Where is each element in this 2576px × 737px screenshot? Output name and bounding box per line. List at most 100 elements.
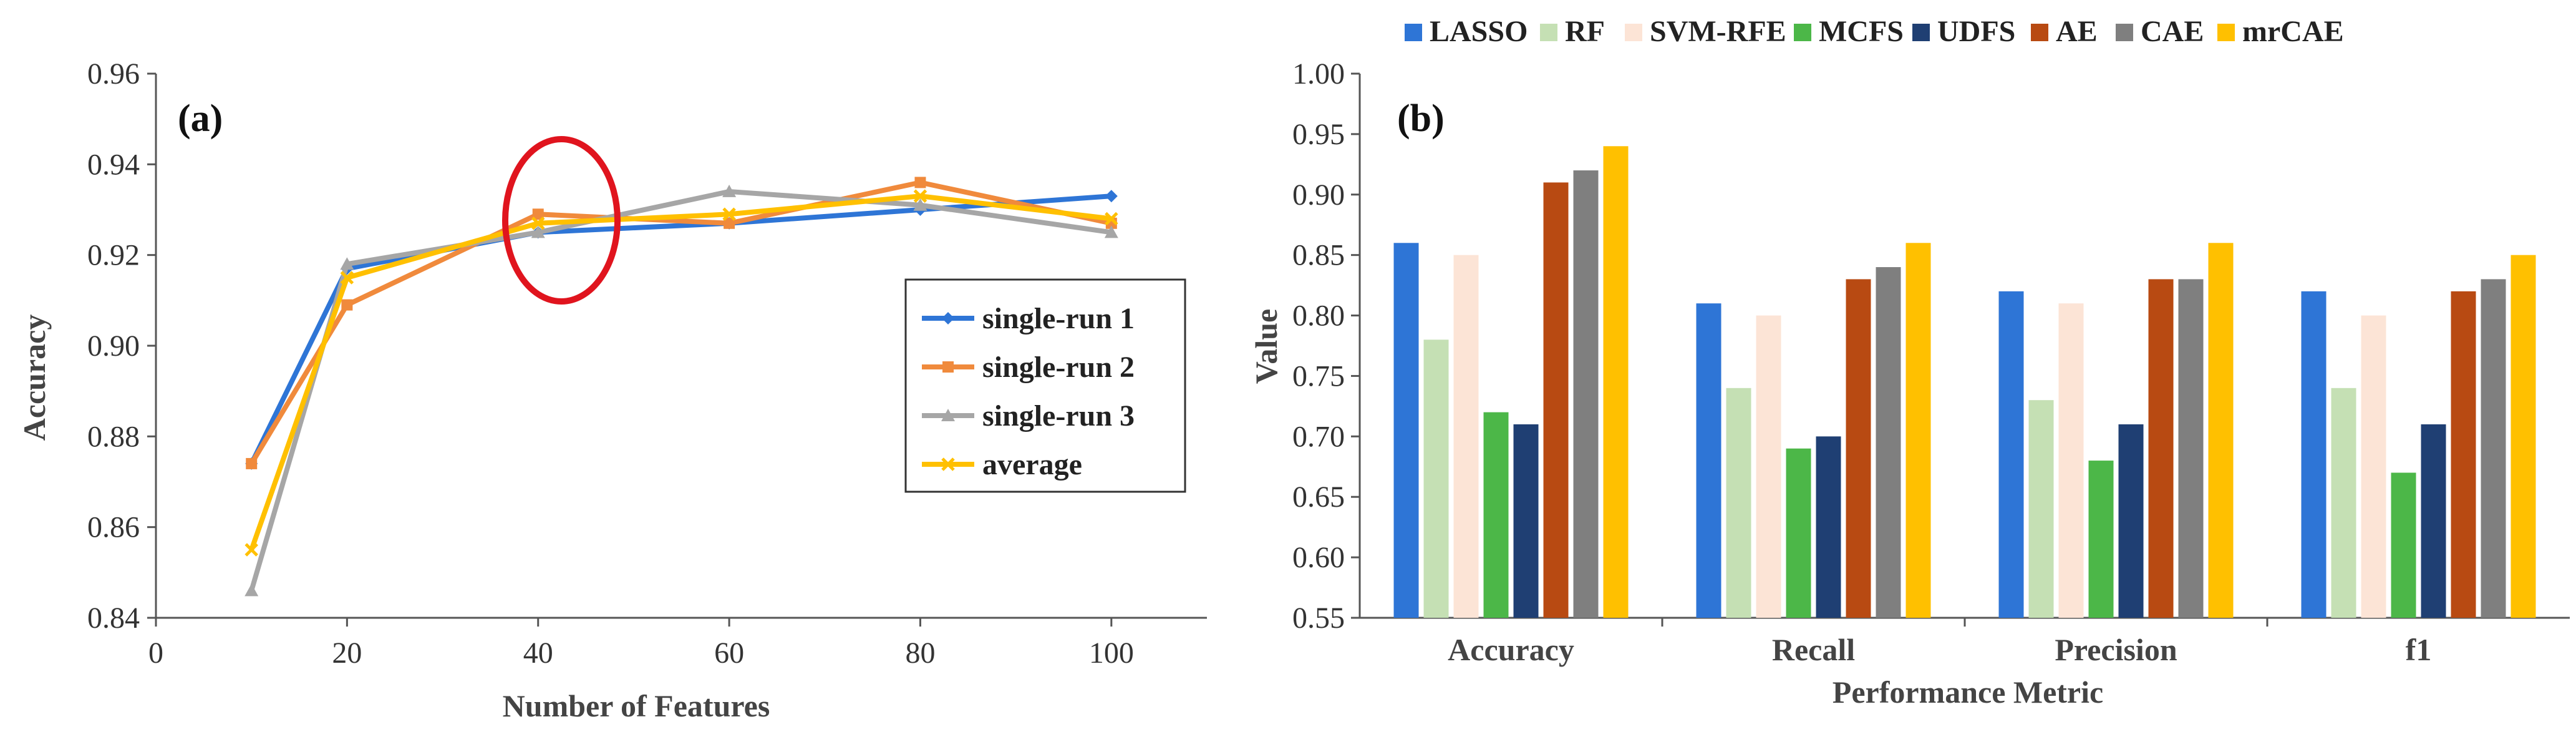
legend-marker	[942, 361, 954, 373]
y-tick-label: 0.70	[1292, 420, 1345, 453]
data-point	[1104, 225, 1118, 238]
bar-svm-rfe	[1453, 255, 1479, 618]
y-tick-label: 0.90	[87, 329, 140, 363]
legend-label: single-run 3	[982, 399, 1135, 432]
bar-svm-rfe	[1756, 315, 1781, 618]
data-point	[722, 184, 737, 197]
y-axis-title: Accuracy	[17, 315, 52, 441]
bar-mcfs	[1786, 448, 1811, 618]
legend-item: average	[922, 448, 1082, 481]
data-point	[340, 257, 354, 270]
category-label: Precision	[2055, 632, 2177, 667]
bar-udfs	[1816, 436, 1841, 618]
data-point	[245, 543, 258, 557]
legend-marker	[941, 457, 955, 471]
legend-label: CAE	[2141, 15, 2204, 48]
y-tick-label: 0.96	[87, 57, 140, 90]
bar-chart-ticks: 0.55 0.60 0.65 0.70 0.75 0.80 0.85 0.90 0.95 1.00…	[1292, 57, 2431, 667]
y-tick-label: 0.92	[87, 239, 140, 272]
bar-cae	[1573, 170, 1599, 618]
y-tick-label: 0.95	[1292, 118, 1345, 151]
data-point	[1105, 190, 1118, 203]
legend-item: single-run 2	[922, 351, 1135, 384]
legend-swatch	[1540, 24, 1557, 41]
bar-cae	[2481, 279, 2506, 618]
legend-item: single-run 1	[922, 302, 1135, 335]
data-point	[341, 299, 353, 311]
bar-ae	[2451, 291, 2476, 618]
line-chart-panel: (a) 0.84 0.86 0.88 0.90 0.92 0.94 0.96 0 20 40 60 8…	[17, 57, 1207, 723]
bar-lasso	[1998, 291, 2024, 618]
legend-label: MCFS	[1819, 15, 1904, 48]
y-axis-title-b: Value	[1249, 309, 1284, 384]
legend-label: AE	[2056, 15, 2098, 48]
legend-label: SVM-RFE	[1650, 15, 1786, 48]
legend-item: SVM-RFE	[1625, 15, 1786, 48]
y-tick-label: 0.65	[1292, 481, 1345, 514]
line-chart-series	[245, 177, 1118, 597]
data-point	[246, 457, 258, 469]
legend-label: mrCAE	[2242, 15, 2344, 48]
series-average	[245, 189, 1118, 557]
legend-swatch	[2217, 24, 2235, 41]
data-point	[532, 208, 544, 220]
legend-swatch	[1625, 24, 1642, 41]
bar-mcfs	[2391, 472, 2416, 618]
data-point	[724, 217, 735, 229]
bar-cae	[1876, 267, 1901, 618]
y-tick-label: 0.90	[1292, 178, 1345, 212]
data-point	[245, 583, 259, 597]
y-tick-label: 0.75	[1292, 359, 1345, 393]
bar-svm-rfe	[2361, 315, 2386, 618]
bar-lasso	[1393, 243, 1419, 618]
legend-label: RF	[1565, 15, 1605, 48]
bar-chart-bars	[1393, 146, 2536, 618]
y-tick-label: 0.94	[87, 148, 140, 181]
y-tick-label: 0.60	[1292, 541, 1345, 574]
x-axis-title: Number of Features	[503, 688, 770, 723]
x-tick-label: 40	[523, 637, 553, 670]
data-point	[914, 177, 926, 188]
bar-mrcae	[1603, 146, 1629, 618]
legend-item: RF	[1540, 15, 1605, 48]
bar-cae	[2178, 279, 2204, 618]
data-point	[1105, 212, 1118, 226]
bar-lasso	[2301, 291, 2327, 618]
bar-chart-panel: (b) 0.55 0.60 0.65 0.70 0.75 0.80 0.85 0.90 0.95…	[1249, 15, 2570, 710]
line-chart-legend: single-run 1 single-run 2 single-run 3 aver…	[904, 278, 1186, 493]
y-tick-label: 0.88	[87, 420, 140, 453]
highlight-ellipse	[502, 136, 621, 305]
category-label: Accuracy	[1448, 632, 1574, 667]
data-point	[913, 198, 927, 211]
legend-marker	[941, 409, 955, 421]
y-tick-label: 0.80	[1292, 300, 1345, 333]
legend-swatch	[2116, 24, 2133, 41]
bar-mcfs	[1483, 412, 1509, 618]
legend-item: single-run 3	[922, 399, 1135, 432]
x-tick-label: 60	[714, 637, 744, 670]
bar-svm-rfe	[2058, 303, 2084, 618]
bar-ae	[1543, 182, 1569, 618]
legend-item: UDFS	[1912, 15, 2015, 48]
data-point	[531, 225, 545, 238]
legend-item: LASSO	[1405, 15, 1528, 48]
x-tick-label: 20	[332, 637, 362, 670]
x-tick-label: 0	[148, 637, 163, 670]
y-tick-label: 1.00	[1292, 57, 1345, 90]
bar-rf	[2028, 400, 2054, 618]
bar-chart-legend: LASSO RF SVM-RFE MCFS UDFS AE CAE mrCAE	[1405, 15, 2344, 48]
legend-item: MCFS	[1794, 15, 1904, 48]
legend-item: AE	[2031, 15, 2098, 48]
bar-udfs	[2421, 424, 2446, 618]
bar-ae	[2148, 279, 2174, 618]
bar-ae	[1846, 279, 1871, 618]
y-tick-label: 0.55	[1292, 602, 1345, 635]
y-tick-label: 0.86	[87, 511, 140, 544]
legend-item: mrCAE	[2217, 15, 2344, 48]
bar-mrcae	[2208, 243, 2234, 618]
legend-marker	[942, 312, 954, 325]
bar-udfs	[2118, 424, 2144, 618]
category-label: f1	[2406, 632, 2432, 667]
